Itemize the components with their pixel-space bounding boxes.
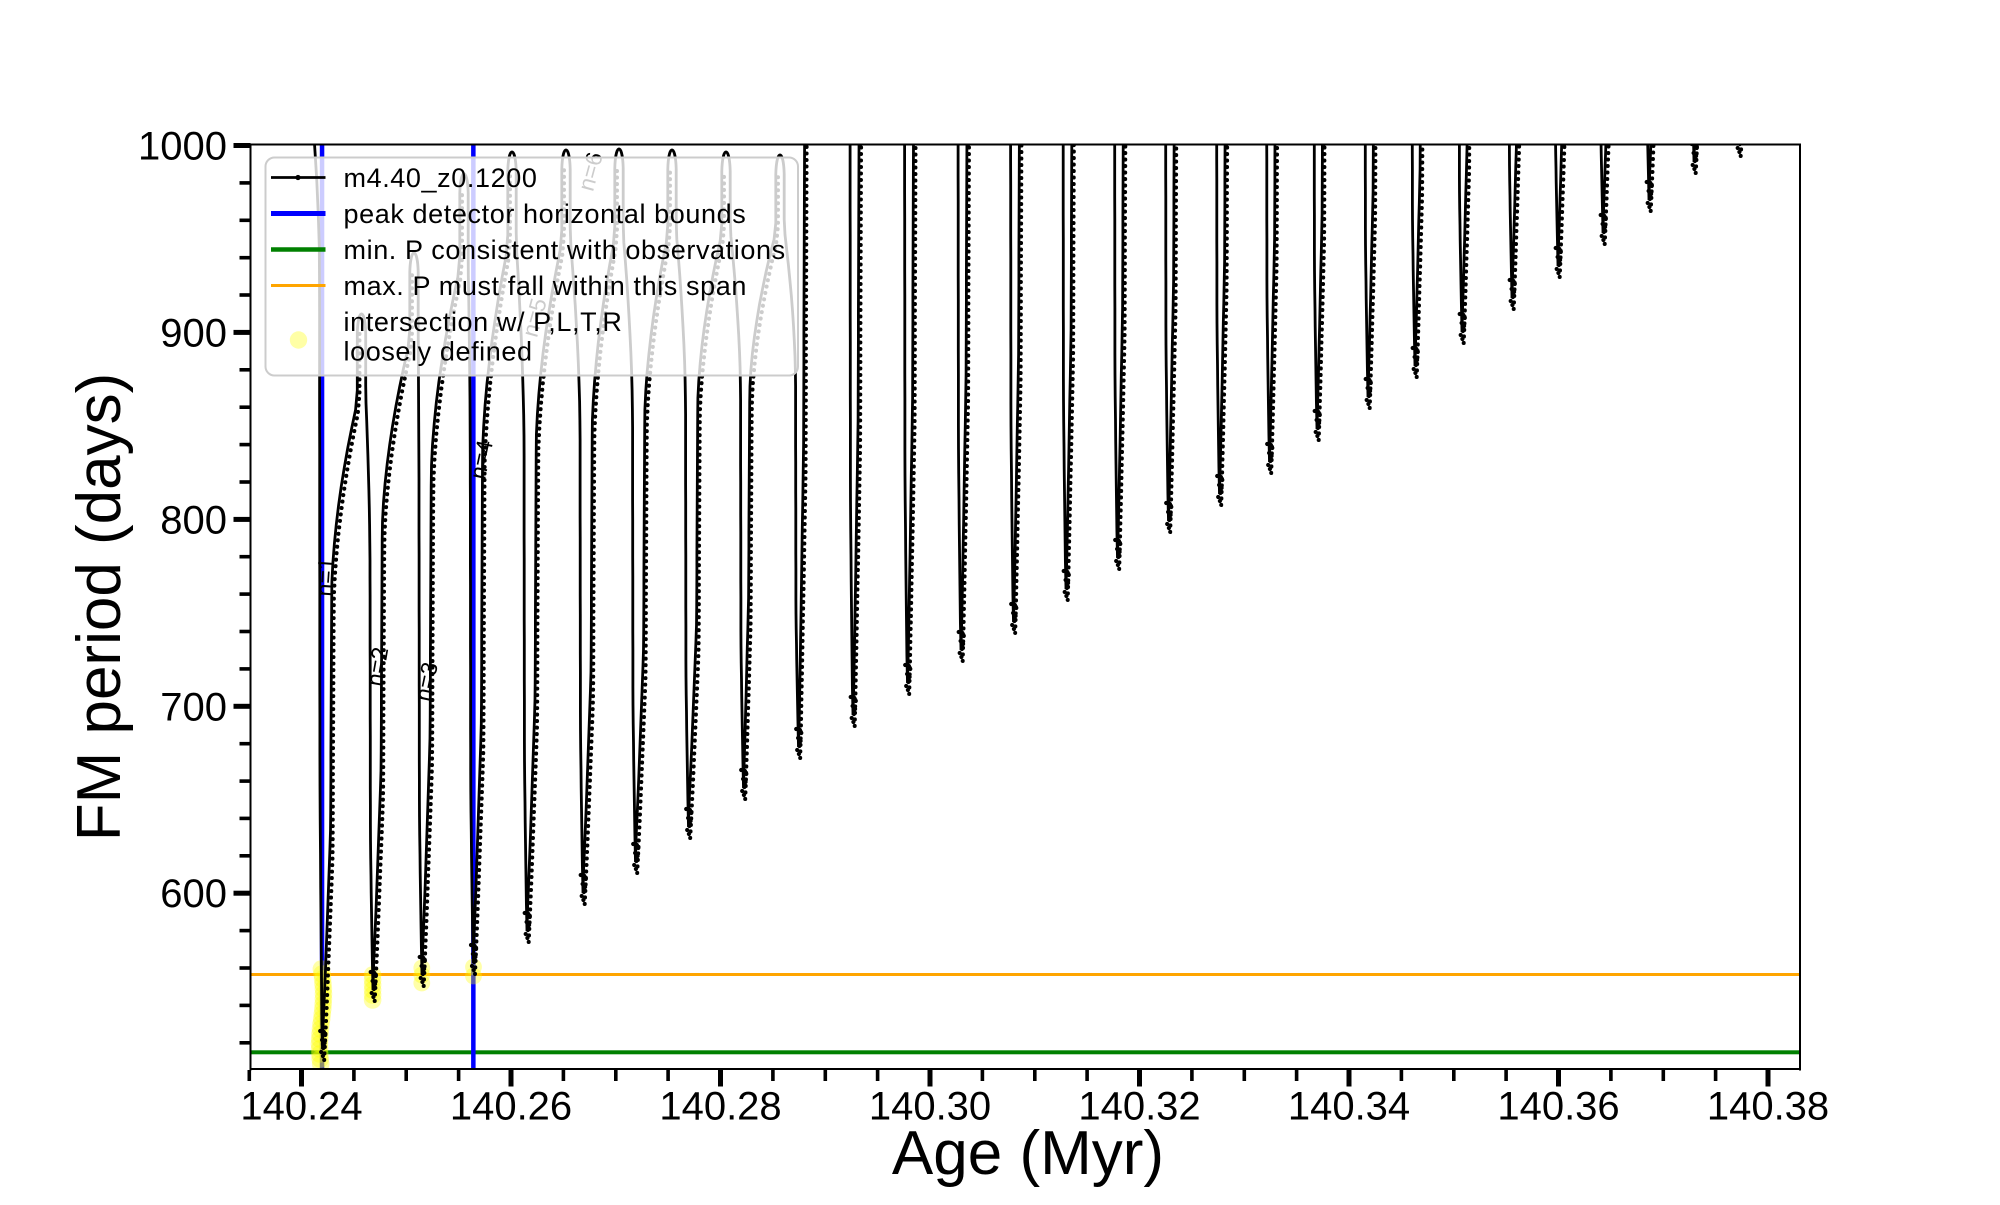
svg-text:m4.40_z0.1200: m4.40_z0.1200: [344, 163, 538, 193]
svg-text:800: 800: [160, 498, 227, 542]
svg-text:140.30: 140.30: [869, 1085, 991, 1129]
svg-text:n=1: n=1: [311, 556, 340, 597]
svg-text:max. P must fall within this s: max. P must fall within this span: [344, 271, 747, 301]
svg-text:140.24: 140.24: [240, 1085, 362, 1129]
svg-text:min. P consistent with observa: min. P consistent with observations: [344, 235, 786, 265]
svg-text:600: 600: [160, 872, 227, 916]
svg-text:700: 700: [160, 685, 227, 729]
svg-text:loosely defined: loosely defined: [344, 337, 533, 367]
svg-text:FM period (days): FM period (days): [65, 373, 134, 842]
svg-text:900: 900: [160, 311, 227, 355]
svg-text:peak detector horizontal bound: peak detector horizontal bounds: [344, 199, 747, 229]
svg-text:1000: 1000: [138, 125, 227, 169]
svg-text:140.38: 140.38: [1707, 1085, 1829, 1129]
svg-text:140.32: 140.32: [1078, 1085, 1200, 1129]
svg-text:140.28: 140.28: [659, 1085, 781, 1129]
svg-text:intersection w/ P,L,T,R: intersection w/ P,L,T,R: [344, 307, 623, 337]
svg-text:140.36: 140.36: [1497, 1085, 1619, 1129]
svg-text:140.26: 140.26: [450, 1085, 572, 1129]
svg-text:Age (Myr): Age (Myr): [892, 1119, 1164, 1188]
svg-text:140.34: 140.34: [1288, 1085, 1410, 1129]
